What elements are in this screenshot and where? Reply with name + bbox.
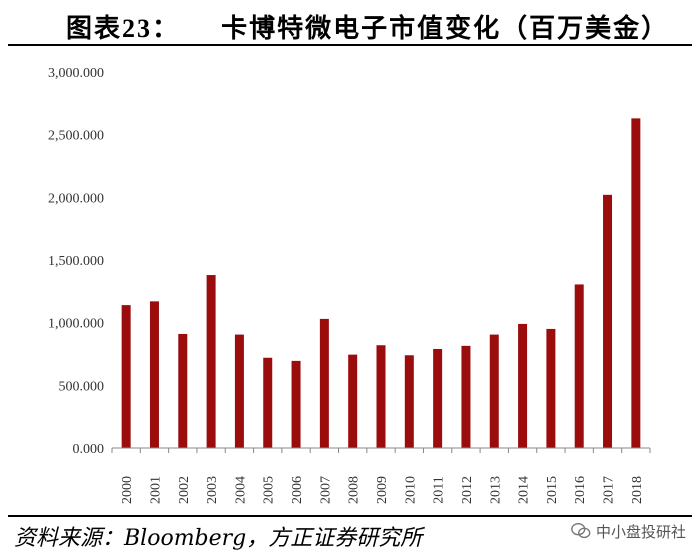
x-tick-label: 2002 — [177, 476, 192, 504]
x-tick-label: 2004 — [233, 476, 248, 504]
x-tick-label: 2016 — [573, 476, 588, 504]
chart-title: 图表23： 卡博特微电子市值变化（百万美金） — [66, 8, 669, 45]
wechat-icon — [571, 522, 591, 539]
y-tick-label: 2,000.000 — [48, 191, 104, 206]
x-tick-label: 2005 — [262, 476, 277, 504]
figure-title: 卡博特微电子市值变化（百万美金） — [221, 14, 670, 44]
x-tick-label: 2018 — [630, 476, 645, 504]
bar — [376, 345, 386, 448]
bar — [433, 348, 443, 448]
x-tick-label: 2013 — [488, 476, 503, 504]
bar — [574, 284, 584, 448]
bar — [319, 318, 329, 448]
bar — [518, 323, 528, 448]
y-axis: 0.000 500.000 1,000.000 1,500.000 2,000.000 2… — [48, 66, 104, 457]
bar-chart: 0.000 500.000 1,000.000 1,500.000 2,000.000 2… — [48, 66, 651, 504]
y-tick-label: 500.000 — [59, 379, 105, 394]
x-tick-label: 2008 — [347, 476, 362, 504]
x-tick-label: 2006 — [290, 476, 305, 504]
x-tick-label: 2001 — [148, 476, 163, 504]
bar — [234, 334, 244, 448]
watermark-text: 中小盘投研社 — [595, 522, 686, 541]
figure-label: 图表23： — [66, 14, 181, 43]
bar — [546, 328, 556, 448]
y-tick-label: 3,000.000 — [48, 66, 104, 81]
y-tick-label: 2,500.000 — [48, 129, 104, 144]
x-tick-label: 2017 — [602, 476, 617, 504]
bar — [489, 334, 499, 448]
bar — [206, 275, 216, 448]
x-tick-label: 2015 — [545, 476, 560, 504]
x-tick-label: 2010 — [403, 476, 418, 504]
x-tick-label: 2003 — [205, 476, 220, 504]
bar — [631, 118, 641, 448]
source-note: 资料来源：Bloomberg，方正证券研究所 — [14, 526, 423, 551]
x-tick-label: 2014 — [517, 476, 532, 504]
bar — [121, 305, 131, 448]
bars — [121, 118, 641, 448]
bottom-rule — [8, 515, 692, 517]
x-tick-label: 2012 — [460, 476, 475, 504]
top-rule — [8, 44, 692, 46]
bar — [461, 345, 471, 448]
x-tick-label: 2000 — [120, 476, 135, 504]
y-tick-label: 1,000.000 — [48, 317, 104, 332]
bar — [263, 357, 273, 448]
bar — [149, 301, 159, 448]
x-tick-label: 2009 — [375, 476, 390, 504]
bar — [291, 360, 301, 448]
bar — [603, 194, 613, 448]
bar — [348, 354, 358, 448]
bar — [178, 333, 188, 448]
x-tick-label: 2011 — [432, 476, 447, 503]
x-tick-label: 2007 — [318, 476, 333, 504]
bar — [404, 355, 414, 448]
x-axis: 2000 2001 2002 2003 2004 2005 2006 2007 2008 2009… — [111, 447, 651, 504]
y-tick-label: 0.000 — [73, 442, 105, 457]
y-tick-label: 1,500.000 — [48, 254, 104, 269]
watermark: 中小盘投研社 — [570, 520, 686, 542]
